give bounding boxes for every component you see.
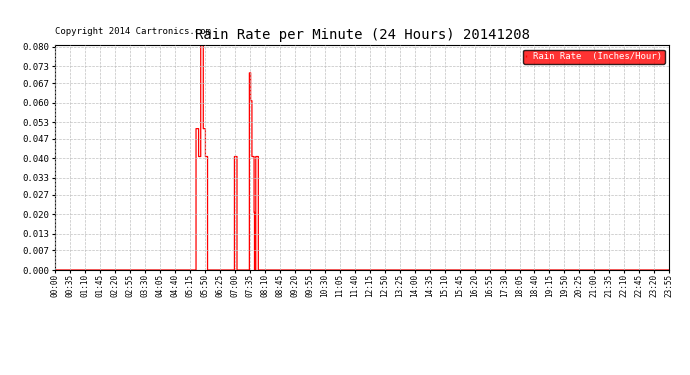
Legend: Rain Rate  (Inches/Hour): Rain Rate (Inches/Hour) (523, 50, 664, 64)
Text: Copyright 2014 Cartronics.com: Copyright 2014 Cartronics.com (55, 27, 211, 36)
Title: Rain Rate per Minute (24 Hours) 20141208: Rain Rate per Minute (24 Hours) 20141208 (195, 28, 530, 42)
